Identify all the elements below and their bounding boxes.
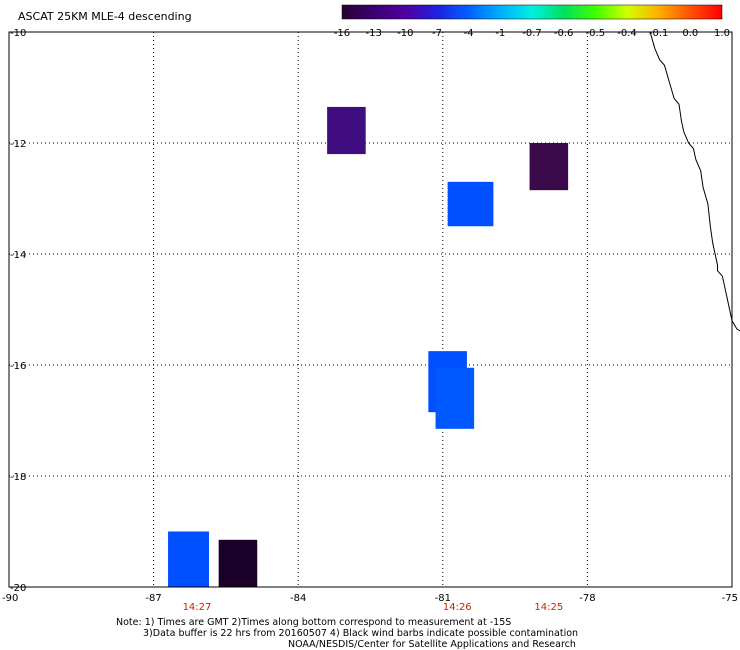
longitude-label: -84 xyxy=(290,593,306,604)
latitude-label: -12 xyxy=(10,139,26,150)
latitude-label: -18 xyxy=(10,472,26,483)
colorbar-tick-label: -0.6 xyxy=(554,28,574,39)
wind-cell xyxy=(168,531,210,587)
time-label: 14:25 xyxy=(534,602,563,613)
colorbar-tick-label: -0.7 xyxy=(522,28,542,39)
colorbar-gradient xyxy=(341,4,723,20)
wind-cell xyxy=(447,181,494,227)
longitude-label: -75 xyxy=(722,593,738,604)
note-line-3: NOAA/NESDIS/Center for Satellite Applica… xyxy=(288,639,576,650)
colorbar-tick-label: -16 xyxy=(334,28,350,39)
wind-cells xyxy=(168,106,569,587)
latitude-labels: -10 -12 -14 -16 -18 -20 xyxy=(10,28,26,594)
colorbar-tick-label: -13 xyxy=(365,28,381,39)
colorbar-tick-label: -0.1 xyxy=(649,28,669,39)
colorbar-tick-label: -10 xyxy=(397,28,413,39)
colorbar-tick-label: -0.5 xyxy=(586,28,606,39)
colorbar-tick-label: -4 xyxy=(464,28,474,39)
longitude-label: -87 xyxy=(145,593,161,604)
grid-lines xyxy=(9,32,732,587)
note-line-1: Note: 1) Times are GMT 2)Times along bot… xyxy=(116,617,512,628)
map-title: ASCAT 25KM MLE-4 descending xyxy=(18,10,192,23)
time-labels: 14:27 14:26 14:25 xyxy=(183,602,564,613)
time-label: 14:27 xyxy=(183,602,212,613)
latitude-label: -10 xyxy=(10,28,26,39)
colorbar-tick-label: 0.0 xyxy=(682,28,698,39)
longitude-label: -81 xyxy=(435,593,451,604)
time-label: 14:26 xyxy=(443,602,472,613)
latitude-label: -20 xyxy=(10,583,26,594)
wind-cell xyxy=(529,143,569,191)
wind-cell xyxy=(218,539,258,587)
map-frame xyxy=(8,31,733,588)
longitude-labels: -90 -87 -84 -81 -78 -75 xyxy=(2,593,738,604)
colorbar-tick-label: -0.4 xyxy=(617,28,637,39)
coastline-path xyxy=(649,31,740,332)
colorbar xyxy=(341,4,723,20)
colorbar-labels: -16 -13 -10 -7 -4 -1 -0.7 -0.6 -0.5 -0.4 -0.1 0.0 1.… xyxy=(334,28,730,39)
colorbar-tick-label: -1 xyxy=(495,28,505,39)
latitude-label: -14 xyxy=(10,250,26,261)
colorbar-tick-label: -7 xyxy=(432,28,442,39)
note-line-2: 3)Data buffer is 22 hrs from 20160507 4)… xyxy=(143,628,579,639)
latitude-label: -16 xyxy=(10,361,26,372)
longitude-label: -90 xyxy=(2,593,18,604)
wind-cell xyxy=(327,106,366,155)
colorbar-tick-label: 1.0 xyxy=(714,28,730,39)
coastline xyxy=(649,31,740,332)
longitude-label: -78 xyxy=(579,593,595,604)
wind-cell xyxy=(435,367,475,429)
